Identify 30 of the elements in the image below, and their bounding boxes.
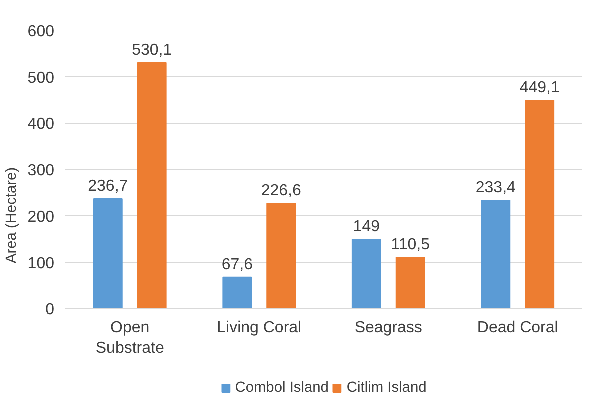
bar <box>93 198 123 310</box>
y-tick-label: 300 <box>28 162 55 180</box>
data-label: 233,4 <box>476 179 516 196</box>
legend-label: Combol Island <box>235 380 329 396</box>
x-tick-label: Seagrass <box>354 320 422 337</box>
bar <box>525 100 555 310</box>
x-tick-label: Dead Coral <box>477 320 558 337</box>
bar <box>266 203 296 310</box>
bar <box>137 62 167 310</box>
y-axis-title: Area (Hectare) <box>4 167 20 264</box>
data-label: 110,5 <box>391 236 430 254</box>
data-label: 226,6 <box>261 182 302 200</box>
data-label: 67,6 <box>222 256 254 274</box>
y-tick-label: 100 <box>28 255 55 272</box>
legend-label: Citlim Island <box>346 380 427 396</box>
y-tick-label: 600 <box>28 24 55 40</box>
bar <box>481 200 511 310</box>
y-tick-label: 500 <box>28 70 55 87</box>
y-tick-label: 0 <box>46 302 55 319</box>
x-tick-label: Open Substrate <box>96 320 164 358</box>
data-label: 449,1 <box>520 79 560 96</box>
data-label: 236,7 <box>88 178 128 195</box>
data-label: 149 <box>353 218 380 236</box>
bar <box>222 276 252 310</box>
bar <box>396 256 426 310</box>
y-tick-label: 400 <box>28 116 55 134</box>
data-label: 530,1 <box>132 42 172 59</box>
x-tick-label: Living Coral <box>217 320 302 337</box>
y-tick-label: 200 <box>28 208 55 226</box>
bar <box>352 239 382 310</box>
